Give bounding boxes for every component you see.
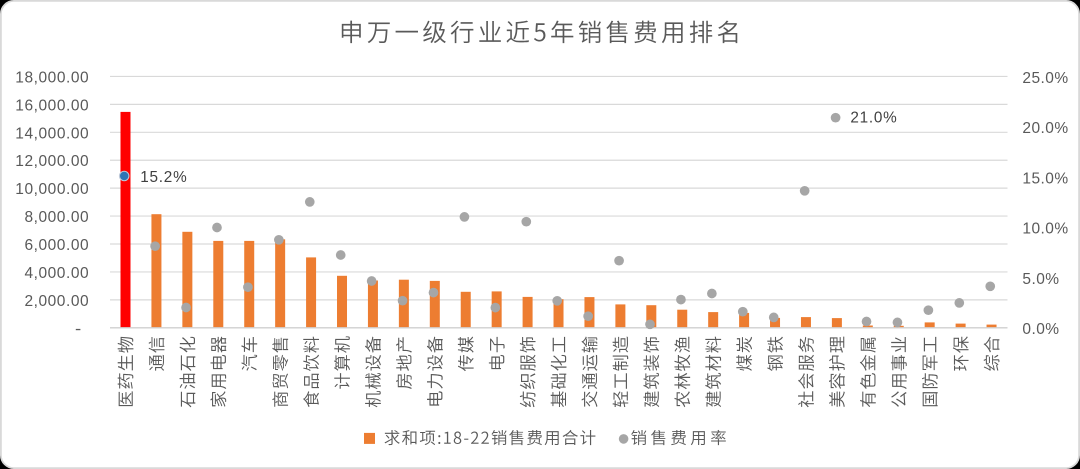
svg-text:10,000.00: 10,000.00 xyxy=(15,181,89,198)
svg-text:15.0%: 15.0% xyxy=(1022,170,1068,187)
svg-text:15.2%: 15.2% xyxy=(140,169,187,186)
svg-text:6,000.00: 6,000.00 xyxy=(24,237,89,254)
svg-text:0.0%: 0.0% xyxy=(1022,321,1059,338)
svg-text:10.0%: 10.0% xyxy=(1022,221,1068,238)
svg-text:4,000.00: 4,000.00 xyxy=(24,265,89,282)
svg-text:14,000.00: 14,000.00 xyxy=(15,125,89,142)
svg-text:25.0%: 25.0% xyxy=(1022,70,1068,87)
svg-text:21.0%: 21.0% xyxy=(850,109,897,126)
svg-text:12,000.00: 12,000.00 xyxy=(15,153,89,170)
svg-text:2,000.00: 2,000.00 xyxy=(24,293,89,310)
svg-text:8,000.00: 8,000.00 xyxy=(24,209,89,226)
svg-text:18,000.00: 18,000.00 xyxy=(15,69,89,86)
svg-text:5.0%: 5.0% xyxy=(1022,271,1059,288)
svg-text:20.0%: 20.0% xyxy=(1022,120,1068,137)
svg-text:16,000.00: 16,000.00 xyxy=(15,97,89,114)
